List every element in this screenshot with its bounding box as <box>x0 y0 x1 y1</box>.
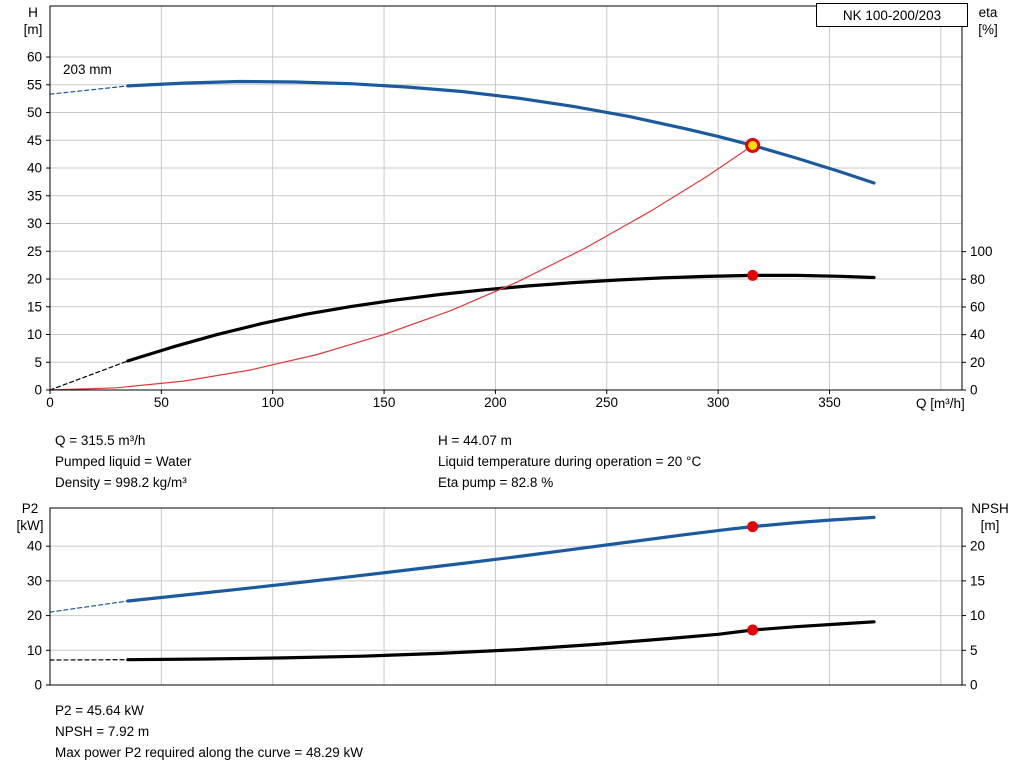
p2-curve <box>126 515 876 603</box>
eta-pump-text: Eta pump = 82.8 % <box>438 475 554 490</box>
p2-axis-title-line1: P2 <box>21 501 39 516</box>
duty-info-right: H = 44.07 m Liquid temperature during op… <box>438 430 701 493</box>
p2-axis-title-line2: [kW] <box>16 518 44 533</box>
y-tick-label: 20 <box>27 608 42 623</box>
y-tick-label: 20 <box>27 272 42 287</box>
x-tick-label: 350 <box>818 395 841 410</box>
eta-duty-dot[interactable] <box>747 269 759 281</box>
x-tick-label: 0 <box>46 395 54 410</box>
y-tick-label: 5 <box>34 355 42 370</box>
y-tick-label: 40 <box>970 327 985 342</box>
p2-axis-title: P2 [kW] <box>10 500 50 534</box>
plot-border <box>49 507 963 686</box>
y-tick-label: 60 <box>27 50 42 65</box>
duty-info-left: Q = 315.5 m³/h Pumped liquid = Water Den… <box>55 430 191 493</box>
y-tick-label: 5 <box>970 643 978 658</box>
y-tick-label: 0 <box>34 678 42 693</box>
y-tick-label: 15 <box>970 573 985 588</box>
y-tick-label: 20 <box>970 539 985 554</box>
y-tick-label: 30 <box>27 573 42 588</box>
pump-model-label: NK 100-200/203 <box>842 7 942 23</box>
p2-value-text: P2 = 45.64 kW <box>55 703 144 718</box>
duty-head-text: H = 44.07 m <box>438 433 512 448</box>
y-tick-label: 40 <box>27 539 42 554</box>
x-tick-label: 250 <box>596 395 619 410</box>
duty-flow-text: Q = 315.5 m³/h <box>55 433 146 448</box>
npsh-curve <box>126 620 876 662</box>
x-tick-label: 200 <box>484 395 507 410</box>
p2-npsh-chart: 0 10 20 30 40 0 5 10 15 20 <box>27 507 985 693</box>
y-tick-label: 15 <box>27 299 42 314</box>
plot-border <box>49 5 963 391</box>
x-tick-label: 100 <box>261 395 284 410</box>
head-axis-title-line1: H <box>28 5 38 20</box>
eta-axis-title-line2: [%] <box>978 22 998 37</box>
p2-duty-dot[interactable] <box>747 521 759 533</box>
y-tick-label: 100 <box>970 244 993 259</box>
p2-curve-min-flow <box>49 600 129 613</box>
x-tick-label: 300 <box>707 395 730 410</box>
hq-eta-chart: 0 50 100 150 200 250 300 3500510152025303540455… <box>27 5 993 410</box>
npsh-value-text: NPSH = 7.92 m <box>55 724 150 739</box>
y-tick-label: 30 <box>27 216 42 231</box>
flow-axis-title: Q [m³/h] <box>916 396 965 411</box>
head-axis-title: H [m] <box>16 4 50 38</box>
npsh-axis-title-line2: [m] <box>980 518 1000 533</box>
y-tick-label: 55 <box>27 77 42 92</box>
npsh-duty-dot[interactable] <box>747 624 759 636</box>
head-axis-title-line2: [m] <box>23 22 43 37</box>
y-tick-label: 0 <box>34 383 42 398</box>
impeller-diameter-label: 203 mm <box>63 62 112 77</box>
duty-info-bottom: P2 = 45.64 kW NPSH = 7.92 m Max power P2… <box>55 700 363 763</box>
npsh-axis-title-line1: NPSH <box>971 501 1009 516</box>
y-tick-label: 20 <box>970 355 985 370</box>
y-tick-label: 10 <box>27 327 42 342</box>
head-curve <box>126 79 876 185</box>
x-tick-label: 150 <box>373 395 396 410</box>
npsh-axis-title: NPSH [m] <box>960 500 1020 534</box>
max-power-text: Max power P2 required along the curve = … <box>55 745 364 760</box>
y-tick-label: 0 <box>970 383 978 398</box>
y-tick-label: 10 <box>970 608 985 623</box>
y-tick-label: 60 <box>970 299 985 314</box>
y-tick-label: 45 <box>27 133 42 148</box>
pump-model-box: NK 100-200/203 <box>816 3 968 27</box>
eta-curve <box>126 273 876 363</box>
liquid-temperature-text: Liquid temperature during operation = 20… <box>438 454 702 469</box>
eta-axis-title: eta [%] <box>966 4 1010 38</box>
y-tick-label: 25 <box>27 244 42 259</box>
eta-curve-min-flow <box>49 360 129 391</box>
eta-axis-title-line1: eta <box>978 5 998 20</box>
y-tick-label: 50 <box>27 105 42 120</box>
y-tick-label: 10 <box>27 643 42 658</box>
head-curve-min-flow <box>49 85 129 95</box>
y-tick-label: 80 <box>970 272 985 287</box>
density-text: Density = 998.2 kg/m³ <box>55 475 187 490</box>
duty-point-marker[interactable] <box>745 137 761 153</box>
x-tick-label: 50 <box>154 395 169 410</box>
y-tick-label: 0 <box>970 678 978 693</box>
y-tick-label: 35 <box>27 188 42 203</box>
system-resistance-curve <box>49 144 754 391</box>
pumped-liquid-text: Pumped liquid = Water <box>55 454 192 469</box>
y-tick-label: 40 <box>27 161 42 176</box>
